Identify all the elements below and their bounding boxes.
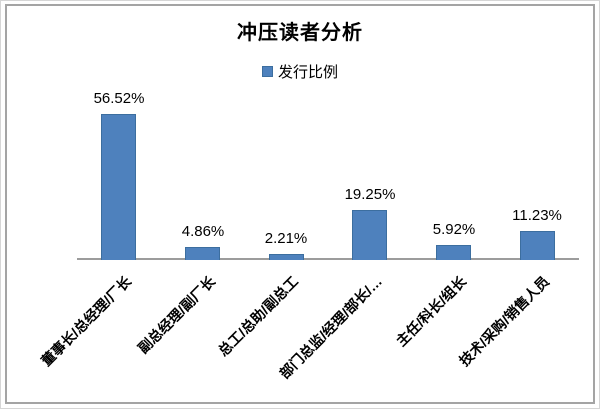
bar-4 <box>436 245 471 260</box>
data-label-1: 4.86% <box>181 223 225 240</box>
data-label-2: 2.21% <box>264 230 308 247</box>
data-label-0: 56.52% <box>93 90 145 107</box>
x-tick-label-5: 技术/采购/销售人员 <box>456 273 553 370</box>
x-tick-label-2: 总工/总助/副总工 <box>215 273 302 360</box>
legend-label: 发行比例 <box>277 64 338 81</box>
data-label-4: 5.92% <box>432 221 476 238</box>
chart-title: 冲压读者分析 <box>237 22 363 44</box>
x-tick-label-4: 主任/科长/组长 <box>392 273 469 350</box>
bar-5 <box>520 231 555 260</box>
data-label-3: 19.25% <box>344 186 396 203</box>
x-tick-label-1: 副总经理/副厂长 <box>134 273 218 357</box>
legend: 发行比例 <box>1 61 599 82</box>
bar-1 <box>185 247 220 260</box>
data-label-5: 11.23% <box>512 207 562 224</box>
x-tick-label-0: 董事长/总经理/厂长 <box>38 273 135 370</box>
bar-0 <box>101 114 136 260</box>
legend-swatch-icon <box>261 66 273 77</box>
x-axis-line <box>77 258 579 260</box>
bar-2 <box>269 254 304 260</box>
bar-3 <box>352 210 387 260</box>
